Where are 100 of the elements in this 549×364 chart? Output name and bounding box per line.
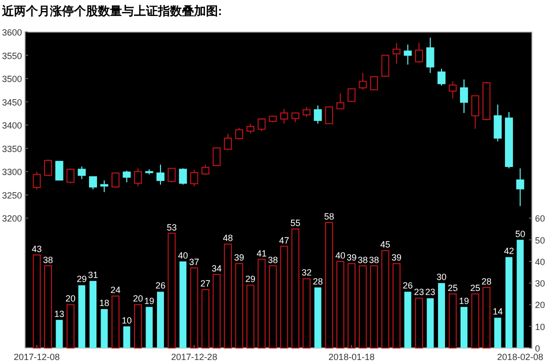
data-label: 40: [335, 250, 346, 260]
data-label: 30: [436, 272, 447, 282]
data-label: 48: [222, 233, 233, 244]
bar: [404, 292, 412, 348]
data-label: 32: [302, 268, 312, 278]
data-label: 31: [88, 270, 98, 280]
data-label: 13: [54, 308, 64, 319]
data-label: 53: [166, 222, 177, 232]
bar: [325, 222, 334, 348]
data-label: 39: [234, 252, 244, 263]
y2-tick-label: 10: [535, 322, 546, 332]
candlestick: [460, 78, 468, 114]
bar: [381, 250, 390, 348]
data-label: 58: [324, 211, 334, 222]
x-tick-label: 2017-12-28: [171, 352, 218, 362]
bar: [314, 287, 322, 348]
data-label: 24: [110, 285, 121, 296]
bar: [179, 261, 186, 348]
bar: [224, 244, 232, 348]
bar: [66, 304, 75, 348]
data-label: 25: [470, 282, 480, 293]
y2-tick-label: 40: [535, 256, 546, 267]
bar: [471, 293, 480, 348]
y2-tick-label: 60: [535, 214, 546, 224]
bar: [44, 265, 52, 348]
data-label: 20: [66, 294, 76, 304]
data-label: 47: [279, 235, 290, 246]
data-label: 39: [392, 252, 402, 263]
y2-tick-label: 20: [535, 300, 546, 310]
bar: [336, 260, 344, 348]
bar: [348, 263, 356, 348]
y-tick-label: 3600: [2, 28, 22, 38]
bar: [90, 280, 96, 348]
bar: [448, 293, 457, 348]
data-label: 43: [32, 244, 42, 254]
data-label: 38: [369, 254, 380, 265]
data-label: 29: [245, 274, 256, 284]
x-tick-label: 2017-12-08: [14, 352, 60, 362]
candlestick: [426, 37, 434, 74]
data-label: 26: [155, 280, 166, 291]
bar: [415, 298, 424, 348]
bar: [100, 309, 108, 348]
bar: [505, 257, 512, 348]
candlestick: [404, 44, 412, 66]
data-label: 23: [425, 287, 436, 298]
bar: [78, 285, 86, 348]
data-label: 41: [256, 248, 267, 258]
data-label: 38: [43, 254, 54, 265]
bar: [112, 296, 120, 348]
data-label: 18: [99, 298, 110, 308]
bar: [123, 326, 130, 348]
data-label: 38: [268, 254, 278, 265]
data-label: 50: [515, 228, 526, 239]
data-label: 45: [380, 240, 390, 250]
data-label: 23: [414, 287, 424, 298]
bar: [291, 228, 300, 348]
bar: [134, 304, 142, 348]
data-label: 28: [312, 276, 323, 286]
bar: [358, 265, 367, 348]
y2-tick-label: 50: [535, 235, 546, 246]
data-label: 34: [212, 263, 222, 274]
data-label: 14: [492, 306, 503, 317]
bar: [146, 306, 153, 348]
chart-title: 近两个月涨停个股数量与上证指数叠加图:: [1, 4, 222, 18]
data-label: 25: [448, 282, 458, 293]
bar: [56, 320, 63, 348]
bar: [32, 254, 41, 348]
data-label: 39: [346, 252, 357, 263]
y-tick-label: 3550: [2, 50, 22, 61]
data-label: 20: [132, 294, 143, 304]
data-label: 55: [290, 218, 300, 228]
data-label: 40: [178, 250, 188, 260]
y-tick-label: 3350: [2, 144, 22, 154]
bar: [482, 286, 490, 348]
bar: [246, 284, 254, 348]
bar: [392, 263, 401, 348]
bar: [494, 318, 502, 348]
bar: [438, 283, 445, 348]
bar: [460, 306, 468, 348]
data-label: 10: [122, 315, 132, 326]
x-tick-label: 2018-01-18: [328, 352, 375, 362]
y-tick-label: 3400: [2, 120, 22, 131]
bar: [370, 265, 378, 348]
bar: [201, 289, 210, 348]
data-label: 28: [481, 276, 492, 286]
y2-tick-label: 0: [535, 344, 540, 354]
bar: [190, 267, 198, 348]
data-label: 19: [458, 296, 469, 306]
bar: [280, 246, 288, 348]
data-label: 26: [402, 280, 413, 291]
y-tick-label: 3250: [2, 190, 22, 200]
bar: [268, 265, 277, 348]
y-tick-label: 3500: [2, 74, 22, 84]
data-label: 37: [189, 256, 200, 267]
candlestick: [516, 168, 524, 207]
candlestick: [392, 42, 401, 64]
bar: [302, 278, 311, 348]
y-tick-label: 3300: [2, 167, 22, 178]
bar: [156, 292, 164, 348]
y-tick-label: 3450: [2, 97, 22, 108]
